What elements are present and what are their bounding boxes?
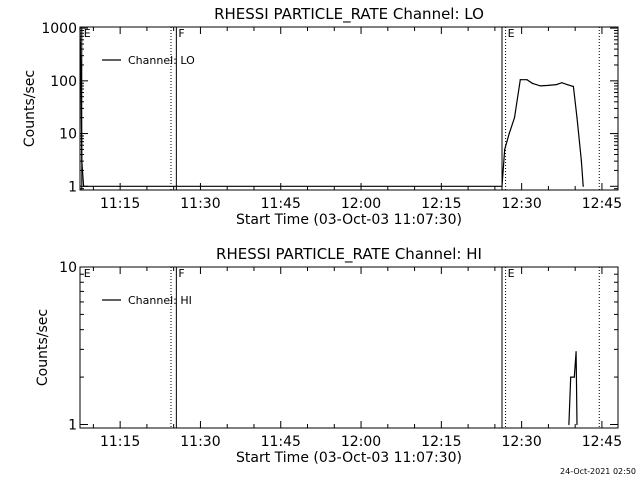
series-point (568, 423, 570, 426)
event-marker-label: F (178, 27, 184, 40)
series-point (547, 84, 550, 86)
x-tick-label: 11:15 (100, 196, 140, 212)
series-point (82, 185, 85, 187)
series-point (526, 79, 528, 81)
x-tick-label: 11:45 (261, 434, 301, 450)
plot-frame (79, 266, 619, 429)
plot-timestamp: 24-Oct-2021 02:50 (560, 467, 636, 476)
x-axis-label: Start Time (03-Oct-03 11:07:30) (236, 212, 462, 228)
y-tick-label: 10 (59, 260, 77, 276)
x-tick-label: 12:00 (341, 196, 381, 212)
panel-lo: RHESSI PARTICLE_RATE Channel: LO 11:15 11:… (22, 5, 622, 228)
x-tick-label: 12:15 (421, 196, 461, 212)
x-tick-label: 11:30 (180, 196, 220, 212)
y-tick-label: 1 (68, 179, 77, 195)
series-point (575, 351, 577, 353)
series-point (79, 27, 81, 29)
series-point (580, 160, 583, 162)
x-tick-label: 12:45 (582, 196, 622, 212)
series-point (570, 376, 572, 378)
legend-label: Channel: HI (128, 294, 192, 307)
series-point (555, 83, 558, 86)
series-point (504, 148, 506, 151)
series-point (519, 79, 521, 81)
series-point (539, 85, 541, 87)
x-tick-label: 12:30 (501, 196, 541, 212)
plot-frame (79, 26, 619, 191)
x-axis-label: Start Time (03-Oct-03 11:07:30) (236, 450, 462, 466)
x-tick-label: 12:30 (501, 434, 541, 450)
series-point (582, 185, 584, 187)
y-tick-label: 10 (59, 127, 77, 143)
series-point (572, 85, 574, 88)
x-tick-label: 11:30 (180, 434, 220, 450)
y-tick-label: 100 (50, 74, 77, 90)
x-tick-label: 12:45 (582, 434, 622, 450)
event-marker-label: F (178, 267, 184, 280)
series-point (81, 160, 83, 162)
series-point (531, 82, 533, 84)
series-point (508, 132, 510, 135)
series-line (568, 351, 578, 425)
event-marker-label: E (84, 267, 91, 280)
series-point (501, 185, 503, 187)
series-point (80, 64, 82, 66)
event-marker-label: E (84, 27, 91, 40)
x-tick-label: 12:00 (341, 434, 381, 450)
y-tick-label: 1000 (41, 21, 77, 37)
series-point (576, 117, 578, 119)
series-point (561, 82, 563, 84)
y-axis-label: Counts/sec (35, 309, 51, 386)
chart-title: RHESSI PARTICLE_RATE Channel: LO (214, 5, 484, 24)
chart-title: RHESSI PARTICLE_RATE Channel: HI (216, 245, 482, 264)
x-tick-label: 12:15 (421, 434, 461, 450)
panel-hi: RHESSI PARTICLE_RATE Channel: HI 11:15 11:… (35, 245, 622, 466)
x-tick-label: 11:45 (261, 196, 301, 212)
series-point (573, 376, 575, 378)
event-marker-label: E (508, 267, 515, 280)
legend-label: Channel: LO (128, 54, 195, 67)
y-tick-label: 1 (68, 417, 77, 433)
x-tick-label: 11:15 (100, 434, 140, 450)
y-axis-label: Counts/sec (22, 70, 38, 147)
series-point (576, 423, 578, 426)
series-point (513, 117, 516, 119)
series-line (79, 28, 584, 187)
series-point (566, 83, 568, 86)
event-marker-label: E (508, 27, 515, 40)
